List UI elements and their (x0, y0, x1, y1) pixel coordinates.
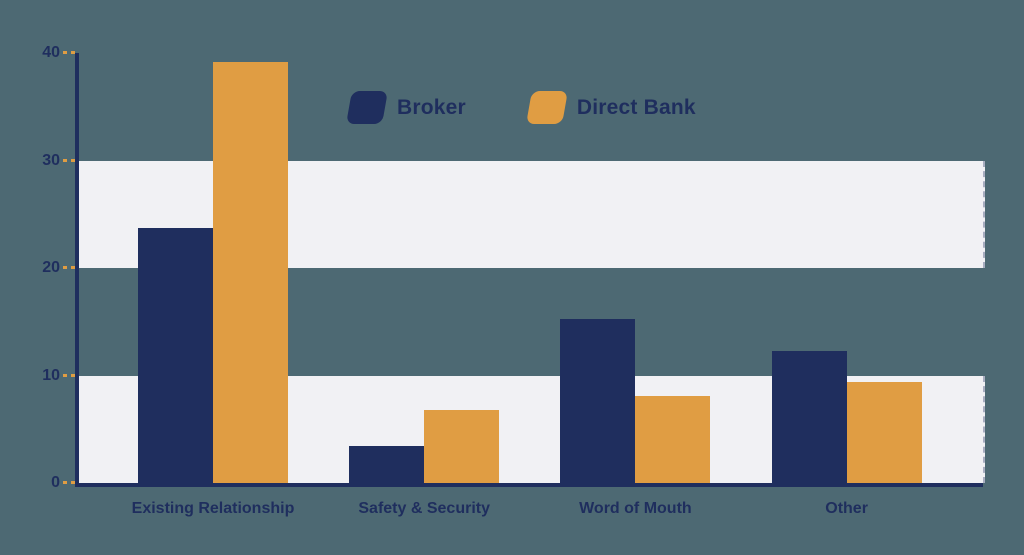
bar-direct-bank-other (846, 381, 922, 483)
y-tick-label-40: 40 (42, 44, 60, 61)
x-category-label-other: Other (825, 500, 868, 517)
y-tick-mark-0 (63, 481, 75, 484)
legend-item-broker: Broker (346, 91, 466, 124)
bar-broker-safety-security (349, 446, 425, 483)
legend-label-broker: Broker (397, 95, 466, 119)
y-tick-mark-30 (63, 158, 75, 162)
x-category-label-safety-security: Safety & Security (358, 500, 490, 517)
y-axis-line (75, 53, 79, 487)
bar-broker-existing-relationship (138, 228, 213, 483)
y-tick-mark-10 (63, 373, 75, 377)
bar-broker-other (771, 350, 847, 483)
y-tick-mark-20 (63, 266, 75, 269)
legend-item-direct-bank: Direct Bank (525, 91, 696, 124)
x-axis-line (75, 483, 983, 487)
legend-label-direct-bank: Direct Bank (576, 95, 696, 119)
bar-direct-bank-safety-security (424, 409, 500, 483)
direct-bank-swatch-icon (525, 91, 568, 124)
bar-broker-word-of-mouth (560, 318, 636, 483)
broker-swatch-icon (346, 91, 388, 124)
y-tick-label-0: 0 (51, 474, 60, 491)
y-tick-label-20: 20 (42, 259, 60, 276)
x-category-label-existing-relationship: Existing Relationship (131, 500, 295, 517)
bar-direct-bank-existing-relationship (213, 61, 288, 483)
y-tick-mark-40 (63, 51, 75, 54)
bar-direct-bank-word-of-mouth (635, 395, 711, 483)
legend: Broker Direct Bank (346, 91, 696, 124)
x-category-label-word-of-mouth: Word of Mouth (579, 500, 692, 517)
y-tick-label-30: 30 (42, 151, 60, 169)
y-tick-label-10: 10 (42, 366, 60, 384)
